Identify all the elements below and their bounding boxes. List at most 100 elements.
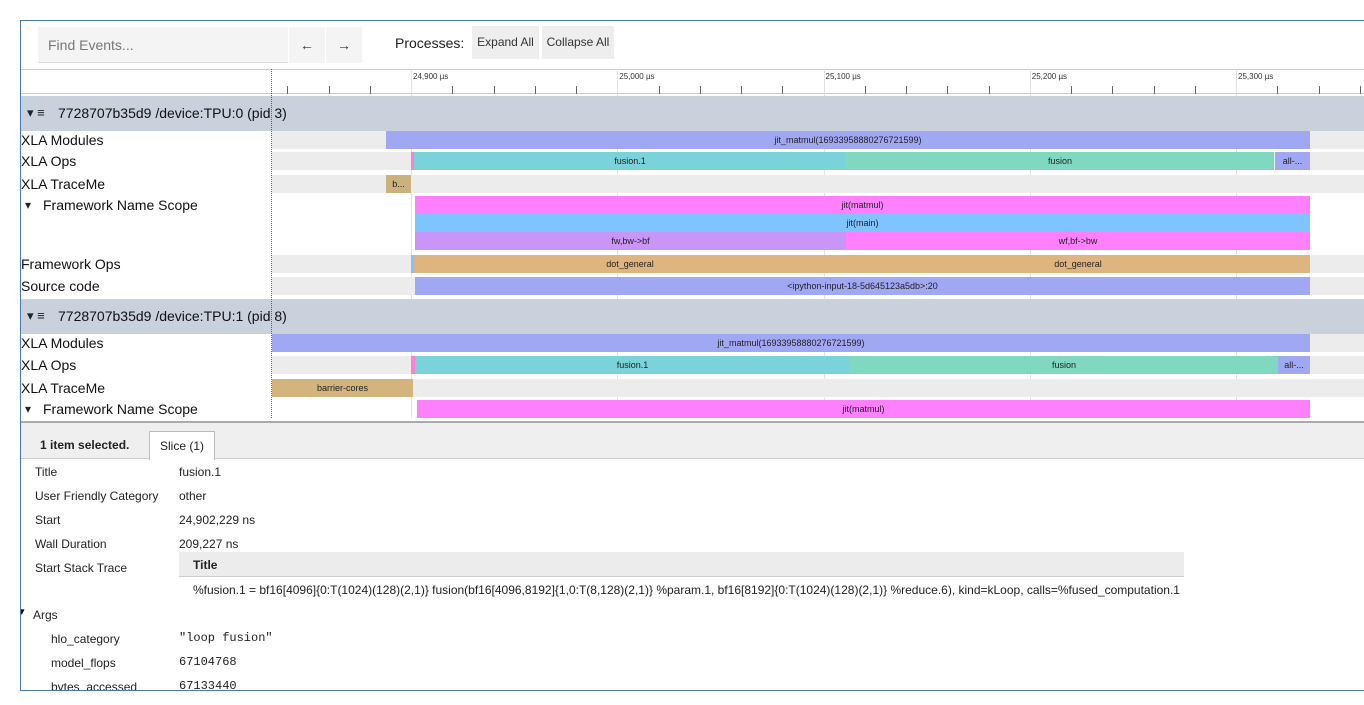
stack-header: Title bbox=[193, 558, 218, 572]
minor-tick bbox=[328, 86, 330, 94]
track-label: XLA Modules bbox=[21, 132, 104, 148]
minor-tick bbox=[1277, 86, 1279, 94]
stack-line: %fusion.1 = bf16[4096]{0:T(1024)(128)(2,… bbox=[193, 583, 1180, 597]
stack-header-bg bbox=[179, 552, 1184, 577]
minor-tick bbox=[1153, 86, 1155, 94]
minor-tick bbox=[906, 86, 907, 94]
slice[interactable]: dot_general bbox=[846, 255, 1310, 273]
arg-key: model_flops bbox=[51, 656, 116, 670]
track-area: ▾ ≡ 7728707b35d9 /device:TPU:0 (pid 3) XLA… bbox=[21, 69, 1364, 418]
process-header: 7728707b35d9 /device:TPU:0 (pid 3) bbox=[58, 105, 287, 121]
slice[interactable]: fusion.1 bbox=[415, 356, 850, 374]
detail-key: Start bbox=[35, 513, 61, 527]
track-label: XLA TraceMe bbox=[21, 176, 106, 192]
slice bbox=[411, 255, 414, 273]
slice bbox=[411, 356, 415, 374]
slice[interactable]: barrier-cores bbox=[272, 379, 413, 397]
slice[interactable]: dot_general bbox=[414, 255, 846, 273]
tab-bar bbox=[21, 423, 1364, 459]
detail-key: Start Stack Trace bbox=[35, 561, 128, 575]
track-bg bbox=[272, 175, 1364, 193]
slice[interactable]: wf,bf->bw bbox=[846, 232, 1310, 250]
collapse-icon: ▾ bbox=[25, 402, 32, 416]
tick-label: 25,000 µs bbox=[619, 72, 655, 81]
minor-tick bbox=[864, 86, 866, 94]
minor-tick bbox=[1318, 86, 1320, 94]
detail-key: Title bbox=[35, 465, 58, 479]
expand-all[interactable]: Expand All bbox=[472, 26, 539, 59]
slice[interactable]: all-... bbox=[1275, 152, 1310, 170]
slice[interactable]: jit(matmul) bbox=[415, 196, 1310, 214]
minor-tick bbox=[658, 86, 660, 94]
process-header-bg bbox=[21, 299, 1364, 334]
slice[interactable]: b... bbox=[386, 175, 411, 193]
minor-tick bbox=[369, 86, 371, 94]
cursor-line bbox=[271, 69, 272, 418]
search-input[interactable]: Find Events... bbox=[38, 27, 288, 63]
minor-tick bbox=[947, 86, 949, 94]
minor-tick bbox=[1359, 86, 1361, 94]
expand-icon: ▾ ≡ bbox=[27, 308, 45, 323]
args-label: Args bbox=[33, 608, 58, 622]
slice[interactable]: fusion bbox=[846, 152, 1274, 170]
process-header: 7728707b35d9 /device:TPU:1 (pid 8) bbox=[58, 308, 287, 324]
minor-tick bbox=[1112, 86, 1114, 94]
minor-tick bbox=[576, 86, 577, 94]
arg-key: hlo_category bbox=[51, 632, 120, 646]
tick-label: 25,200 µs bbox=[1031, 72, 1068, 81]
prev-button[interactable]: ← bbox=[289, 27, 325, 63]
minor-tick bbox=[287, 86, 289, 94]
arg-value: 67104768 bbox=[179, 655, 237, 669]
track-label: Framework Name Scope bbox=[43, 401, 198, 417]
collapse-all[interactable]: Collapse All bbox=[542, 26, 614, 59]
grid-line bbox=[411, 69, 412, 418]
tick-label: 24,900 µs bbox=[413, 72, 449, 81]
slice[interactable]: fusion bbox=[850, 356, 1278, 374]
minor-tick bbox=[988, 86, 990, 94]
detail-key: User Friendly Category bbox=[35, 489, 159, 503]
slice[interactable]: jit(matmul) bbox=[417, 400, 1310, 418]
slice-tab[interactable]: Slice (1) bbox=[149, 431, 215, 460]
details-panel: 1 item selected. Slice (1) Title fusion.1… bbox=[21, 421, 1364, 691]
processes-label: Processes: bbox=[395, 35, 465, 51]
next-button[interactable]: → bbox=[326, 27, 362, 63]
detail-value: other bbox=[179, 489, 207, 503]
track-label: Framework Name Scope bbox=[43, 197, 198, 213]
selection-count: 1 item selected. bbox=[40, 438, 130, 452]
minor-tick bbox=[452, 86, 454, 94]
track-label: XLA Modules bbox=[21, 335, 104, 351]
process-header-bg bbox=[21, 96, 1364, 131]
slice[interactable]: fw,bw->bf bbox=[415, 232, 846, 250]
minor-tick bbox=[493, 86, 495, 94]
tick-label: 25,100 µs bbox=[825, 72, 861, 81]
minor-tick bbox=[741, 86, 742, 94]
detail-value: fusion.1 bbox=[179, 465, 222, 479]
arg-key: bytes_accessed bbox=[51, 680, 138, 691]
track-label: XLA TraceMe bbox=[21, 380, 106, 396]
track-label: Source code bbox=[21, 278, 100, 294]
slice bbox=[411, 152, 414, 170]
slice[interactable]: all-... bbox=[1278, 356, 1310, 374]
track-label: Framework Ops bbox=[21, 256, 121, 272]
collapse-icon: ▾ bbox=[25, 198, 32, 212]
slice[interactable]: fusion.1 bbox=[414, 152, 846, 170]
minor-tick bbox=[699, 86, 701, 94]
tick-label: 25,300 µs bbox=[1238, 72, 1274, 81]
track-label: XLA Ops bbox=[21, 357, 77, 373]
minor-tick bbox=[1071, 86, 1072, 94]
minor-tick bbox=[534, 86, 536, 94]
slice[interactable]: <ipython-input-18-5d645123a5db>:20 bbox=[415, 277, 1310, 295]
args-icon: ▾ bbox=[21, 605, 25, 618]
slice[interactable]: jit_matmul(16933958880276721599) bbox=[272, 334, 1310, 352]
minor-tick bbox=[782, 86, 784, 94]
detail-key: Wall Duration bbox=[35, 537, 107, 551]
track-bg bbox=[272, 379, 1364, 397]
expand-icon: ▾ ≡ bbox=[27, 105, 45, 120]
slice[interactable]: jit_matmul(16933958880276721599) bbox=[386, 131, 1310, 149]
slice[interactable]: jit(main) bbox=[415, 214, 1310, 232]
trace-viewer: Find Events... ← → Processes: Expand All… bbox=[20, 20, 1364, 691]
detail-value: 209,227 ns bbox=[179, 537, 239, 551]
arg-value: "loop fusion" bbox=[179, 631, 273, 645]
arg-value: 67133440 bbox=[179, 679, 237, 691]
